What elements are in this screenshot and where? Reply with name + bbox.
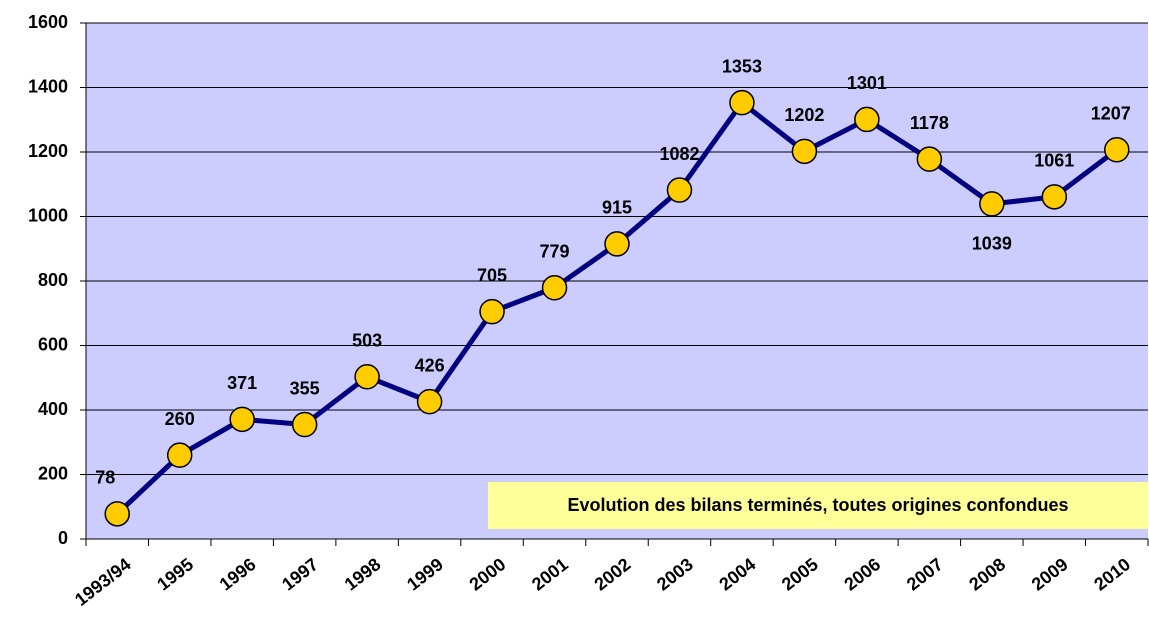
x-tick-label: 2003 [653,554,697,594]
y-tick-label: 200 [38,463,68,483]
x-tick-label: 2005 [778,554,822,594]
marker [104,501,130,527]
x-tick-label: 2004 [715,554,759,594]
annotation-box: Evolution des bilans terminés, toutes or… [488,482,1148,529]
value-label: 371 [227,373,257,393]
value-label: 1039 [972,234,1012,254]
marker [854,106,880,133]
x-tick-label: 1995 [153,554,197,594]
x-tick-label: 2001 [528,554,572,594]
y-tick-label: 1200 [28,141,68,161]
marker [729,89,755,116]
y-tick-label: 800 [38,270,68,290]
value-label: 78 [95,468,115,488]
annotation: Evolution des bilans terminés, toutes or… [567,495,1068,515]
y-tick-label: 1400 [28,76,68,96]
value-label: 915 [602,198,632,218]
marker [479,298,505,325]
marker [416,388,443,415]
y-tick-label: 1000 [28,205,68,225]
value-label: 260 [165,409,195,429]
value-label: 779 [540,242,570,262]
x-tick-label: 2008 [965,554,1009,594]
y-tick-label: 0 [58,528,68,548]
value-label: 355 [290,378,320,398]
y-tick-label: 600 [38,334,68,354]
x-tick-label: 1999 [403,554,447,594]
y-tick-label: 400 [38,399,68,419]
x-tick-label: 2002 [591,554,635,594]
marker [1041,184,1068,210]
marker [291,411,318,438]
value-label: 1061 [1034,151,1074,171]
value-label: 1178 [910,113,949,133]
marker [229,406,255,433]
y-tick-label: 1600 [28,12,68,32]
marker [666,177,693,203]
value-label: 1082 [659,144,699,164]
value-label: 503 [352,331,382,351]
x-tick-label: 1996 [216,554,260,594]
x-tick-label: 1997 [278,554,322,594]
marker [1104,136,1130,163]
x-tick-label: 1998 [341,554,385,594]
x-tick-label: 2009 [1028,554,1072,594]
value-label: 1353 [722,56,762,76]
marker [916,146,943,172]
x-tick-label: 2007 [903,554,947,594]
x-tick-label: 2000 [466,554,510,594]
x-tick-label: 2006 [840,554,884,594]
marker [791,138,818,165]
marker [354,364,380,390]
annotation-bg [488,482,1148,529]
marker [604,231,630,257]
value-label: 705 [477,265,507,285]
x-tick-label: 1993/94 [71,554,135,610]
value-label: 426 [415,355,445,375]
marker [979,191,1005,217]
value-label: 1301 [847,73,887,93]
x-tick-label: 2010 [1090,554,1134,594]
value-label: 1202 [784,105,824,125]
marker [166,442,193,468]
marker [541,275,568,301]
value-label: 1207 [1091,103,1131,123]
